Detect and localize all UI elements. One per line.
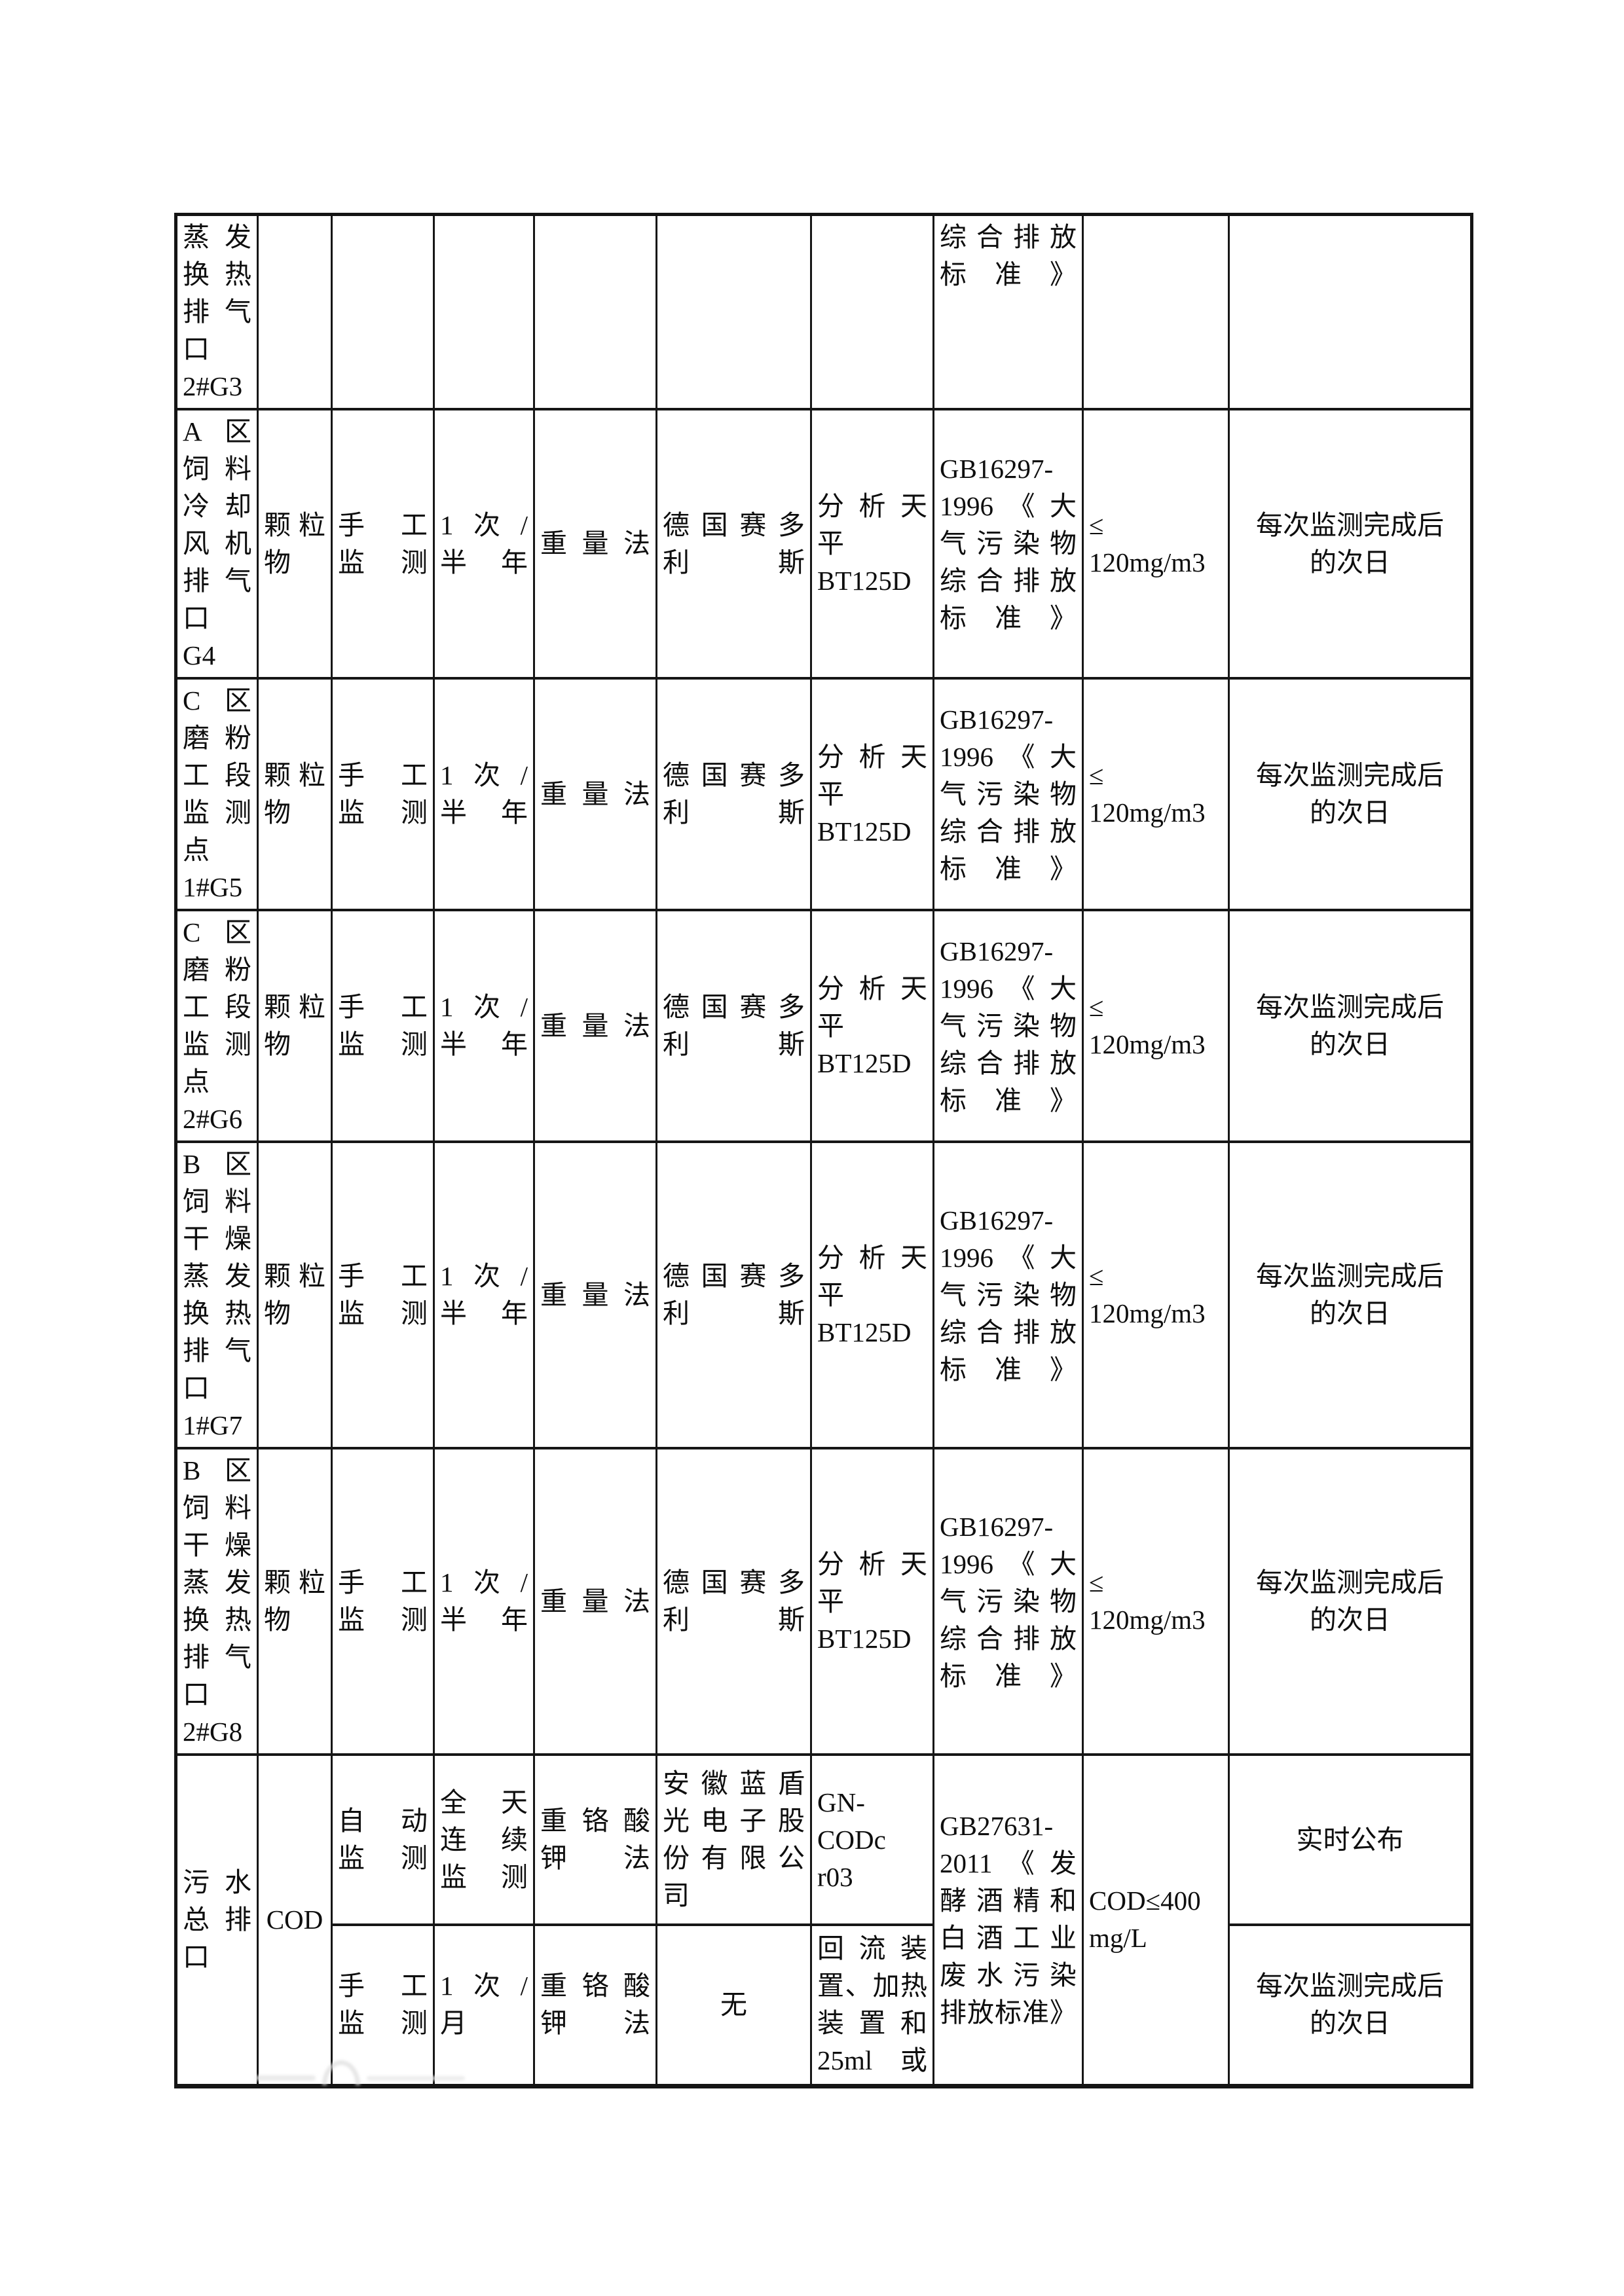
table-row-g3-continued: 蒸发 换热 排气 口 2#G3 综合排放 标准》 [175, 213, 1473, 410]
cell-standard: GB16297- 1996《大 气污染物 综合排放 标准》 [932, 1447, 1084, 1756]
cell-instrument-model: 分析天 平 BT125D [810, 909, 934, 1143]
cell-standard: 综合排放 标准》 [932, 213, 1084, 410]
cell-monitoring-method [331, 213, 435, 410]
cell-monitoring-point: 蒸发 换热 排气 口 2#G3 [175, 213, 259, 410]
cell-instrument-model: 分析天 平 BT125D [810, 1447, 934, 1756]
cell-instrument-model: GN-CODc r03 [810, 1753, 934, 1926]
cell-instrument-maker: 德国赛多 利斯 [655, 1447, 812, 1756]
cell-analysis-method: 重量法 [533, 1140, 657, 1449]
cell-monitoring-point: B区 饲料 干燥 蒸发 换热 排气 口 2#G8 [175, 1447, 259, 1756]
cell-publication: 每次监测完成后 的次日 [1228, 1923, 1473, 2087]
cell-limit: ≤ 120mg/m3 [1082, 408, 1230, 680]
cell-frequency: 1次/ 半年 [433, 408, 535, 680]
cell-monitoring-point: B区 饲料 干燥 蒸发 换热 排气 口 1#G7 [175, 1140, 259, 1449]
cell-monitoring-item: 颗粒 物 [257, 1447, 333, 1756]
cell-analysis-method: 重量法 [533, 408, 657, 680]
cell-publication: 每次监测完成后 的次日 [1228, 408, 1473, 680]
cell-monitoring-method: 手工 监测 [331, 1923, 435, 2087]
cell-limit [1082, 213, 1230, 410]
cell-monitoring-item [257, 213, 333, 410]
cell-instrument-maker: 安徽蓝盾 光电子股 份有限公 司 [655, 1753, 812, 1926]
table-row-g8: B区 饲料 干燥 蒸发 换热 排气 口 2#G8 颗粒 物 手工 监测 1次/ … [175, 1447, 1473, 1756]
cell-standard: GB16297- 1996《大 气污染物 综合排放 标准》 [932, 677, 1084, 911]
table-row-g5: C区 磨粉 工段 监测 点 1#G5 颗粒 物 手工 监测 1次/ 半年 重量法… [175, 677, 1473, 911]
cell-analysis-method: 重量法 [533, 1447, 657, 1756]
cell-instrument-maker: 无 [655, 1923, 812, 2087]
cell-analysis-method: 重量法 [533, 677, 657, 911]
cell-monitoring-method: 手工 监测 [331, 1447, 435, 1756]
table-row-g6: C区 磨粉 工段 监测 点 2#G6 颗粒 物 手工 监测 1次/ 半年 重量法… [175, 909, 1473, 1143]
cell-standard: GB16297- 1996《大 气污染物 综合排放 标准》 [932, 408, 1084, 680]
cell-publication: 每次监测完成后 的次日 [1228, 677, 1473, 911]
cell-frequency: 全天 连续 监测 [433, 1753, 535, 1926]
cell-publication: 实时公布 [1228, 1753, 1473, 1926]
cell-publication: 每次监测完成后 的次日 [1228, 1140, 1473, 1449]
cell-analysis-method: 重铬酸 钾法 [533, 1753, 657, 1926]
cell-limit: ≤ 120mg/m3 [1082, 909, 1230, 1143]
cell-monitoring-item: 颗粒 物 [257, 1140, 333, 1449]
cell-instrument-model: 分析天 平 BT125D [810, 1140, 934, 1449]
cell-instrument-model: 分析天 平 BT125D [810, 408, 934, 680]
cell-limit: ≤ 120mg/m3 [1082, 1447, 1230, 1756]
monitoring-schedule-table: 蒸发 换热 排气 口 2#G3 综合排放 标准》 A区 饲料 冷却 风机 排气 … [174, 213, 1473, 2088]
cell-limit: ≤ 120mg/m3 [1082, 677, 1230, 911]
cell-instrument-maker [655, 213, 812, 410]
cell-instrument-maker: 德国赛多 利斯 [655, 408, 812, 680]
cell-frequency: 1次/ 月 [433, 1923, 535, 2087]
cell-frequency: 1次/ 半年 [433, 677, 535, 911]
cell-monitoring-method: 自动 监测 [331, 1753, 435, 1926]
cell-instrument-model: 回流装 置、加热 装置和 25ml或 [810, 1923, 934, 2087]
cell-instrument-maker: 德国赛多 利斯 [655, 677, 812, 911]
cell-monitoring-point: C区 磨粉 工段 监测 点 2#G6 [175, 909, 259, 1143]
cell-frequency: 1次/ 半年 [433, 909, 535, 1143]
cell-monitoring-point: 污水 总排 口 [175, 1753, 259, 2087]
table-row-cod-manual: 手工 监测 1次/ 月 重铬酸 钾法 无 回流装 置、加热 装置和 25ml或 … [176, 1923, 1473, 2087]
scan-artifact [255, 2075, 316, 2081]
cell-analysis-method: 重量法 [533, 909, 657, 1143]
cell-publication: 每次监测完成后 的次日 [1228, 909, 1473, 1143]
cell-monitoring-point: A区 饲料 冷却 风机 排气 口 G4 [175, 408, 259, 680]
cell-monitoring-method: 手工 监测 [331, 677, 435, 911]
cell-monitoring-method: 手工 监测 [331, 909, 435, 1143]
cell-limit: COD≤400 mg/L [1082, 1753, 1230, 2087]
cell-monitoring-item: 颗粒 物 [257, 909, 333, 1143]
cell-monitoring-item: COD [257, 1753, 333, 2087]
scan-artifact [367, 2076, 465, 2081]
cell-monitoring-method: 手工 监测 [331, 408, 435, 680]
cell-publication: 每次监测完成后 的次日 [1228, 1447, 1473, 1756]
cell-instrument-maker: 德国赛多 利斯 [655, 1140, 812, 1449]
cell-frequency: 1次/ 半年 [433, 1447, 535, 1756]
cell-instrument-model [810, 213, 934, 410]
cell-standard: GB27631- 2011《发 酵酒精和 白酒工业 废水污染 排放标准》 [932, 1753, 1084, 2087]
cell-limit: ≤ 120mg/m3 [1082, 1140, 1230, 1449]
cell-monitoring-item: 颗粒 物 [257, 677, 333, 911]
cell-standard: GB16297- 1996《大 气污染物 综合排放 标准》 [932, 1140, 1084, 1449]
scan-artifact [322, 2060, 360, 2085]
cell-monitoring-method: 手工 监测 [331, 1140, 435, 1449]
cell-frequency [433, 213, 535, 410]
cell-instrument-maker: 德国赛多 利斯 [655, 909, 812, 1143]
cell-instrument-model: 分析天 平 BT125D [810, 677, 934, 911]
table-row-g7: B区 饲料 干燥 蒸发 换热 排气 口 1#G7 颗粒 物 手工 监测 1次/ … [175, 1140, 1473, 1449]
cell-analysis-method [533, 213, 657, 410]
cell-monitoring-item: 颗粒 物 [257, 408, 333, 680]
cell-analysis-method: 重铬酸 钾法 [533, 1923, 657, 2087]
cell-frequency: 1次/ 半年 [433, 1140, 535, 1449]
cell-standard: GB16297- 1996《大 气污染物 综合排放 标准》 [932, 909, 1084, 1143]
table-row-cod-auto: 污水 总排 口 COD 自动 监测 全天 连续 监测 重铬酸 钾法 安徽蓝盾 光… [175, 1753, 1473, 2087]
cell-monitoring-point: C区 磨粉 工段 监测 点 1#G5 [175, 677, 259, 911]
table-row-g4: A区 饲料 冷却 风机 排气 口 G4 颗粒 物 手工 监测 1次/ 半年 重量… [175, 408, 1473, 680]
cell-publication [1228, 213, 1473, 410]
